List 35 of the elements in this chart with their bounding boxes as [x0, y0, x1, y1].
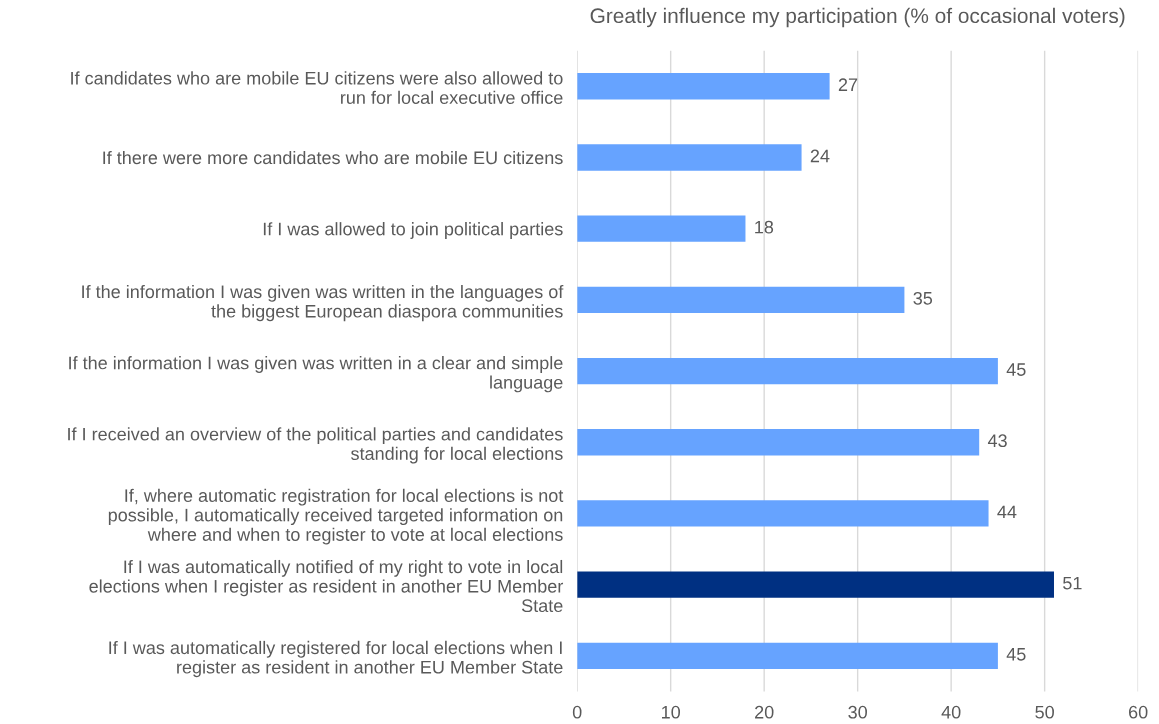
data-label: 44	[997, 505, 1017, 519]
bar	[577, 500, 989, 527]
data-label: 51	[1063, 576, 1082, 590]
bar	[577, 357, 998, 385]
y-tick-label: If I was allowed to join political parties	[263, 222, 563, 239]
bar	[577, 144, 802, 171]
chart-title: Greatly influence my participation (% of occasional voters)	[590, 7, 1125, 28]
data-label: 43	[987, 434, 1007, 448]
data-label: 45	[1006, 648, 1026, 661]
data-label: 35	[913, 291, 933, 305]
y-tick-label: If I was automatically notified of my right to vote in local elections when I register as resident in another EU Member State	[89, 559, 564, 613]
y-tick-label: If the information I was given was written in the languages of the biggest European diaspora communities	[82, 284, 564, 322]
x-tick-label: 0	[572, 705, 582, 719]
y-tick-label: If I was automatically registered for local elections when I register as resident in another EU Member State	[109, 640, 563, 678]
x-tick-label: 40	[941, 705, 961, 719]
bar	[577, 429, 980, 456]
y-tick-label: If I received an overview of the political parties and candidates standing for local elections	[68, 427, 563, 464]
data-label: 18	[755, 220, 774, 234]
data-label: 24	[810, 149, 830, 163]
bar	[577, 642, 998, 669]
y-tick-label: If, where automatic registration for local elections is not possible, I automatically received targeted information on where and when to register to vote at local elections	[108, 488, 564, 545]
data-label: 27	[838, 78, 858, 91]
x-tick-label: 50	[1035, 705, 1054, 719]
data-label: 45	[1006, 363, 1026, 376]
x-tick-label: 10	[662, 705, 681, 719]
x-tick-label: 60	[1129, 705, 1148, 719]
bar	[577, 73, 830, 100]
y-tick-label: If the information I was given was written in a clear and simple language	[69, 356, 563, 393]
x-tick-label: 20	[755, 705, 774, 719]
y-tick-label: If there were more candidates who are mobile EU citizens	[103, 150, 563, 165]
bar	[577, 215, 746, 242]
bar	[577, 286, 905, 314]
bar	[577, 571, 1054, 598]
y-tick-label: If candidates who are mobile EU citizens were also allowed to run for local executive office	[71, 71, 563, 105]
x-tick-label: 30	[848, 705, 867, 719]
